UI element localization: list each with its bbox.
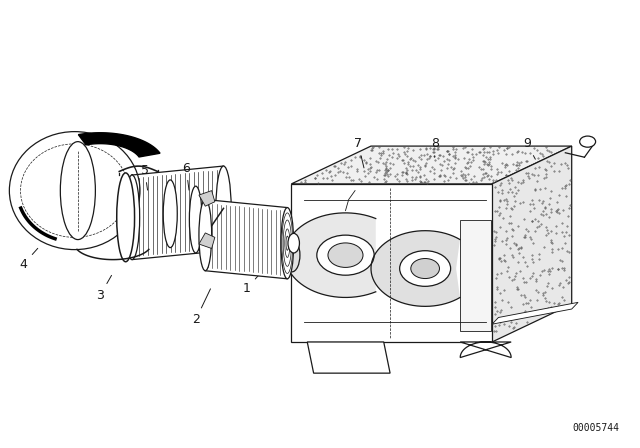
Ellipse shape bbox=[20, 144, 129, 237]
Polygon shape bbox=[460, 342, 511, 358]
Text: 1: 1 bbox=[243, 273, 260, 295]
Polygon shape bbox=[492, 302, 578, 324]
Ellipse shape bbox=[411, 258, 440, 279]
Ellipse shape bbox=[284, 238, 300, 272]
Text: 3: 3 bbox=[96, 276, 111, 302]
Text: 00005744: 00005744 bbox=[573, 423, 620, 433]
Polygon shape bbox=[78, 133, 160, 157]
Ellipse shape bbox=[328, 243, 363, 267]
Ellipse shape bbox=[199, 199, 212, 271]
Ellipse shape bbox=[281, 207, 294, 279]
Polygon shape bbox=[205, 199, 287, 279]
Polygon shape bbox=[460, 220, 491, 331]
Ellipse shape bbox=[60, 142, 95, 240]
Ellipse shape bbox=[288, 233, 300, 253]
Text: 9: 9 bbox=[523, 138, 535, 159]
Text: 4: 4 bbox=[20, 248, 38, 271]
Ellipse shape bbox=[116, 173, 134, 262]
Ellipse shape bbox=[317, 235, 374, 275]
Polygon shape bbox=[132, 166, 223, 260]
Polygon shape bbox=[307, 342, 390, 373]
Ellipse shape bbox=[216, 166, 231, 250]
Text: 7: 7 bbox=[354, 138, 364, 168]
Ellipse shape bbox=[10, 132, 140, 250]
Text: 8: 8 bbox=[431, 138, 438, 157]
Text: 6: 6 bbox=[182, 162, 190, 190]
Polygon shape bbox=[291, 184, 492, 342]
Polygon shape bbox=[199, 233, 215, 249]
Polygon shape bbox=[199, 190, 215, 206]
Ellipse shape bbox=[124, 175, 140, 260]
Polygon shape bbox=[492, 146, 572, 342]
Ellipse shape bbox=[189, 186, 202, 253]
Polygon shape bbox=[371, 231, 460, 306]
Text: 5: 5 bbox=[141, 164, 148, 190]
Text: 2: 2 bbox=[192, 289, 211, 326]
Polygon shape bbox=[285, 213, 376, 297]
Ellipse shape bbox=[399, 251, 451, 286]
Polygon shape bbox=[291, 146, 572, 184]
Ellipse shape bbox=[580, 136, 596, 147]
Ellipse shape bbox=[163, 180, 177, 248]
